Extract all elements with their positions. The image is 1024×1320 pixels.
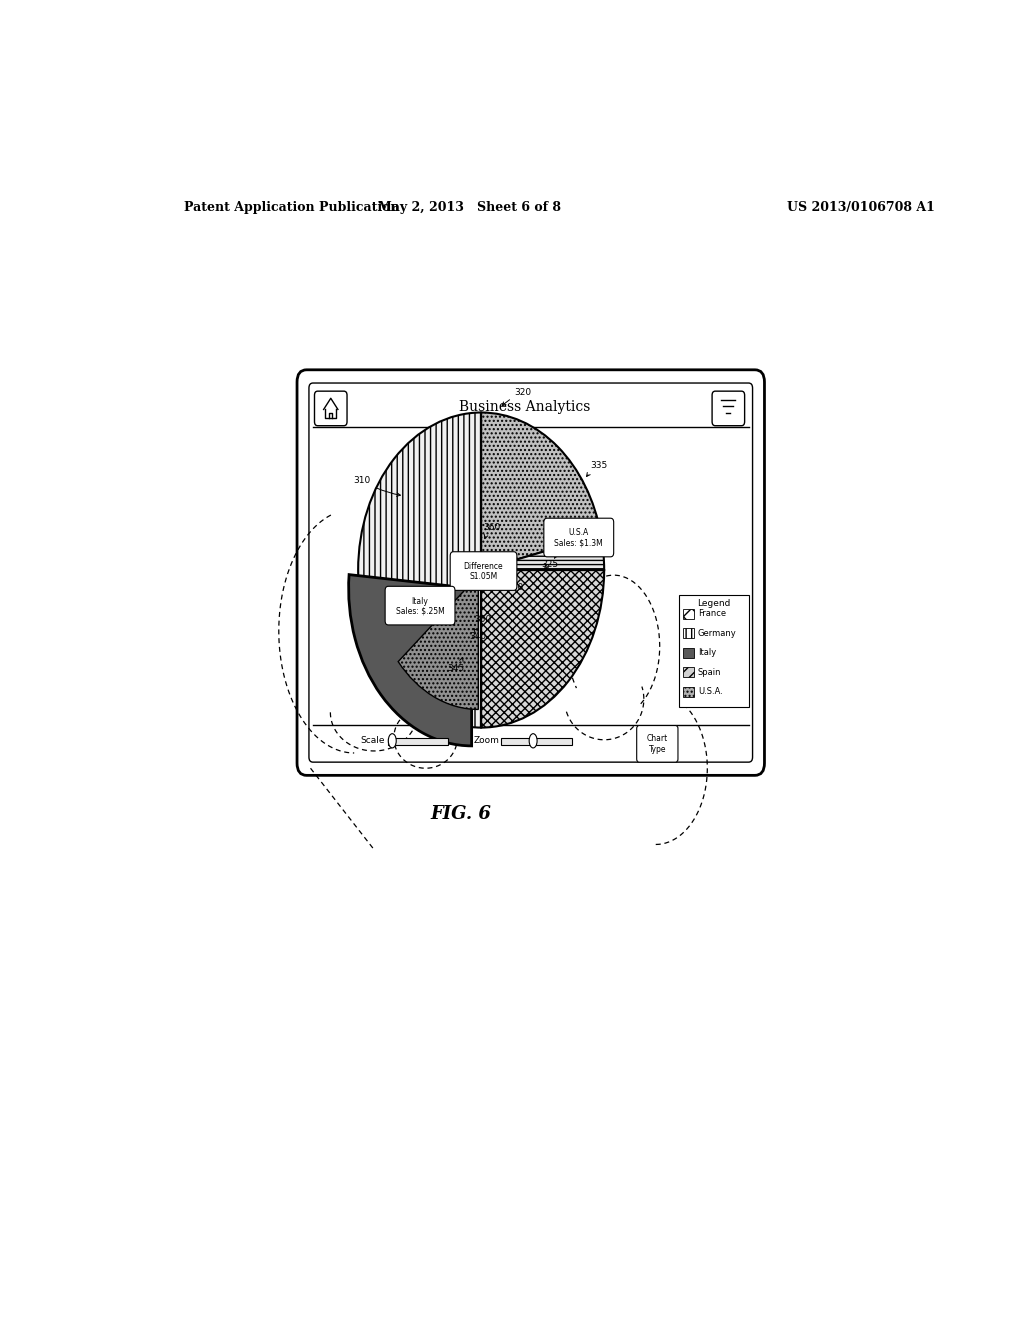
Text: U.S.A.: U.S.A. xyxy=(697,688,723,697)
Text: 340: 340 xyxy=(469,628,486,640)
FancyBboxPatch shape xyxy=(297,370,765,775)
FancyBboxPatch shape xyxy=(637,726,678,762)
Text: 350: 350 xyxy=(474,615,492,624)
Wedge shape xyxy=(358,412,481,727)
Text: Legend: Legend xyxy=(697,599,730,609)
Text: 320: 320 xyxy=(502,388,531,405)
Bar xyxy=(388,738,447,744)
Text: FIG. 6: FIG. 6 xyxy=(431,805,492,822)
Bar xyxy=(683,628,694,639)
Text: Spain: Spain xyxy=(697,668,721,677)
Wedge shape xyxy=(398,576,478,709)
Text: 330: 330 xyxy=(506,583,523,591)
Ellipse shape xyxy=(388,734,396,748)
Text: S1.05M: S1.05M xyxy=(469,572,498,581)
FancyBboxPatch shape xyxy=(451,552,517,590)
Text: Business Analytics: Business Analytics xyxy=(459,400,591,414)
FancyBboxPatch shape xyxy=(679,595,749,708)
Text: 315: 315 xyxy=(553,546,570,558)
Text: 335: 335 xyxy=(587,461,607,477)
Wedge shape xyxy=(481,570,604,727)
Ellipse shape xyxy=(529,734,538,748)
Text: May 2, 2013   Sheet 6 of 8: May 2, 2013 Sheet 6 of 8 xyxy=(378,201,561,214)
FancyBboxPatch shape xyxy=(544,519,613,557)
Text: Patent Application Publication: Patent Application Publication xyxy=(183,201,399,214)
Bar xyxy=(683,667,694,677)
Wedge shape xyxy=(348,574,472,746)
Text: U.S.A: U.S.A xyxy=(568,528,589,537)
Text: Difference: Difference xyxy=(464,562,504,572)
Text: 345: 345 xyxy=(447,657,464,673)
FancyBboxPatch shape xyxy=(309,383,753,762)
Text: Chart
Type: Chart Type xyxy=(647,734,668,754)
Text: France: France xyxy=(697,610,726,618)
Wedge shape xyxy=(481,412,601,570)
Text: Germany: Germany xyxy=(697,628,736,638)
Text: Italy: Italy xyxy=(697,648,716,657)
Text: 335: 335 xyxy=(403,594,427,603)
Bar xyxy=(501,738,572,744)
Text: 325: 325 xyxy=(541,561,558,569)
Text: Sales: $.25M: Sales: $.25M xyxy=(395,607,444,615)
Bar xyxy=(683,648,694,657)
Bar xyxy=(683,686,694,697)
Text: Sales: $1.3M: Sales: $1.3M xyxy=(554,539,603,548)
FancyBboxPatch shape xyxy=(314,391,347,426)
Text: Italy: Italy xyxy=(412,597,428,606)
Text: Scale: Scale xyxy=(360,737,385,746)
Text: 360: 360 xyxy=(483,523,501,539)
FancyBboxPatch shape xyxy=(712,391,744,426)
Text: US 2013/0106708 A1: US 2013/0106708 A1 xyxy=(786,201,935,214)
Text: 310: 310 xyxy=(353,477,400,496)
Bar xyxy=(683,609,694,619)
Wedge shape xyxy=(481,535,604,570)
FancyBboxPatch shape xyxy=(385,586,455,624)
Text: Zoom: Zoom xyxy=(474,737,500,746)
